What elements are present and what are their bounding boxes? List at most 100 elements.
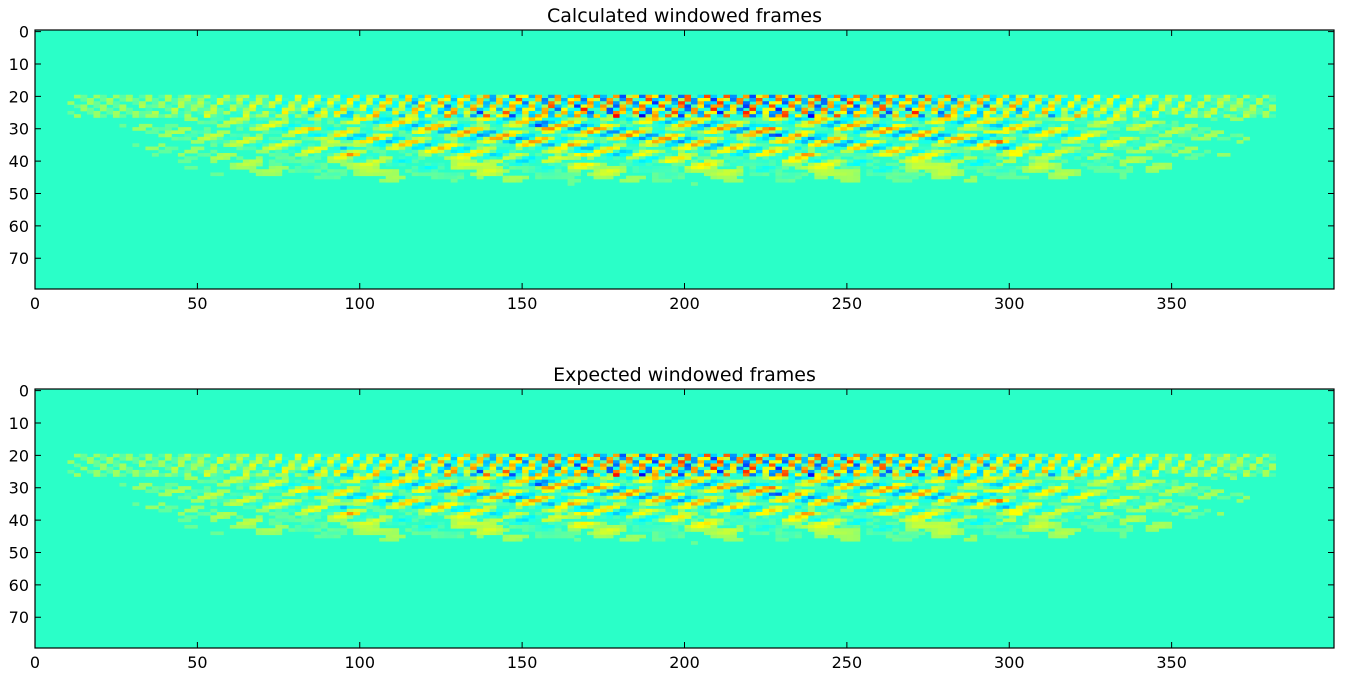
heatmap-cell <box>781 101 789 105</box>
heatmap-cell <box>411 149 419 154</box>
heatmap-cell <box>1061 123 1069 128</box>
heatmap-cell <box>476 114 484 118</box>
heatmap-cell <box>93 473 101 477</box>
heatmap-cell <box>151 460 159 464</box>
heatmap-cell <box>827 482 835 487</box>
heatmap-cell <box>801 473 809 477</box>
heatmap-cell <box>411 117 419 122</box>
heatmap-cell <box>1067 153 1075 157</box>
heatmap-cell <box>918 476 926 481</box>
heatmap-cell <box>626 466 633 471</box>
heatmap-cell <box>229 97 237 102</box>
heatmap-cell <box>587 165 594 170</box>
heatmap-cell <box>853 123 861 128</box>
heatmap-cell <box>119 466 127 471</box>
heatmap-cell <box>1119 463 1127 468</box>
heatmap-cell <box>918 133 926 138</box>
heatmap-cell <box>645 460 653 464</box>
heatmap-cell <box>879 149 887 154</box>
heatmap-cell <box>658 479 666 484</box>
heatmap-cell <box>645 136 653 141</box>
heatmap-cell <box>976 162 984 167</box>
heatmap-cell <box>1210 133 1218 138</box>
heatmap-cell <box>788 94 796 99</box>
heatmap-cell <box>1106 97 1114 102</box>
heatmap-cell <box>820 175 828 180</box>
heatmap-cell <box>632 175 640 180</box>
heatmap-cell <box>158 94 166 99</box>
heatmap-cell <box>976 473 984 477</box>
heatmap-cell <box>671 97 679 102</box>
heatmap-cell <box>872 165 880 170</box>
heatmap-cell <box>567 140 575 144</box>
heatmap-cell <box>944 136 952 141</box>
heatmap-cell <box>937 123 945 128</box>
heatmap-cell <box>691 133 698 138</box>
heatmap-cell <box>1002 146 1010 151</box>
heatmap-cell <box>463 123 471 128</box>
heatmap-cell <box>853 153 861 157</box>
heatmap-cell <box>515 110 523 115</box>
heatmap-cell <box>1100 153 1108 157</box>
heatmap-cell <box>535 479 543 484</box>
heatmap-cell <box>470 153 478 157</box>
heatmap-cell <box>223 130 231 134</box>
heatmap-cell <box>379 123 387 128</box>
heatmap-cell <box>411 482 419 487</box>
heatmap-cell <box>327 476 335 481</box>
heatmap-cell <box>996 153 1004 157</box>
heatmap-cell <box>652 482 659 487</box>
heatmap-cell <box>833 127 841 131</box>
heatmap-cell <box>918 162 926 167</box>
heatmap-cell <box>963 120 971 125</box>
heatmap-cell <box>619 149 627 154</box>
heatmap-cell <box>846 149 854 154</box>
heatmap-cell <box>1249 107 1257 112</box>
heatmap-cell <box>1145 136 1153 141</box>
heatmap-cell <box>197 97 205 102</box>
heatmap-cell <box>405 143 413 147</box>
heatmap-cell <box>333 114 341 118</box>
heatmap-cell <box>177 460 185 464</box>
heatmap-cell <box>236 133 244 138</box>
heatmap-cell <box>1217 110 1224 115</box>
heatmap-cell <box>476 456 484 461</box>
heatmap-cell <box>678 156 685 160</box>
heatmap-cell <box>833 136 841 141</box>
heatmap-cell <box>301 123 309 128</box>
heatmap-cell <box>697 120 705 125</box>
heatmap-cell <box>600 143 607 147</box>
heatmap-cell <box>502 178 510 183</box>
heatmap-cell <box>996 169 1004 173</box>
heatmap-cell <box>424 120 432 125</box>
heatmap-cell <box>775 479 783 484</box>
heatmap-cell <box>762 159 770 164</box>
heatmap-cell <box>931 476 939 481</box>
heatmap-cell <box>671 101 679 105</box>
heatmap-cell <box>190 97 198 102</box>
heatmap-cell <box>652 94 659 99</box>
heatmap-cell <box>1067 114 1075 118</box>
heatmap-cell <box>788 114 796 118</box>
heatmap-cell <box>658 482 666 487</box>
heatmap-cell <box>619 463 627 468</box>
heatmap-cell <box>1184 146 1192 151</box>
heatmap-cell <box>554 172 562 177</box>
heatmap-cell <box>768 159 776 164</box>
heatmap-cell <box>463 127 471 131</box>
heatmap-cell <box>236 143 244 147</box>
heatmap-cell <box>496 130 504 134</box>
heatmap-cell <box>372 479 380 484</box>
heatmap-cell <box>203 460 211 464</box>
heatmap-cell <box>931 172 939 177</box>
heatmap-cell <box>535 172 543 177</box>
heatmap-cell <box>554 473 562 477</box>
heatmap-cell <box>1002 469 1010 474</box>
heatmap-cell <box>827 120 835 125</box>
heatmap-cell <box>755 97 763 102</box>
heatmap-cell <box>619 94 627 99</box>
heatmap-cell <box>242 110 250 115</box>
heatmap-cell <box>444 123 452 128</box>
heatmap-cell <box>905 466 913 471</box>
heatmap-cell <box>1028 156 1036 160</box>
